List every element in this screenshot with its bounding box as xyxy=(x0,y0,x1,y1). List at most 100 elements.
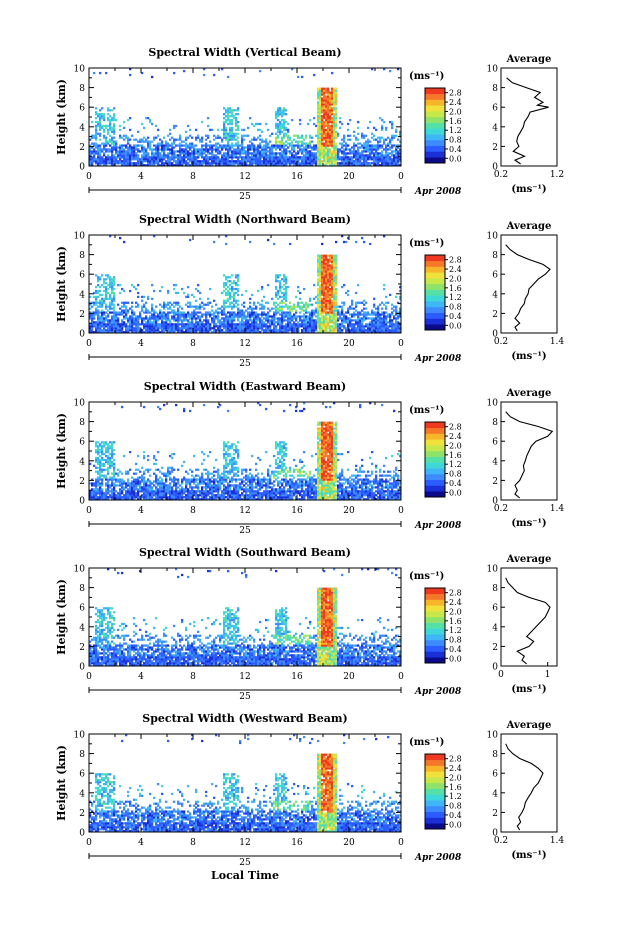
heatmap-cell xyxy=(227,299,230,302)
heatmap-cell xyxy=(113,315,116,318)
heatmap-cell xyxy=(279,148,282,151)
heatmap-cell xyxy=(331,150,334,153)
heatmap-cell xyxy=(371,136,374,139)
heatmap-cell xyxy=(99,474,102,477)
heatmap-cell xyxy=(329,327,332,330)
heatmap-cell xyxy=(91,305,94,308)
heatmap-cell xyxy=(281,115,284,118)
heatmap-cell xyxy=(165,313,168,316)
heatmap-cell xyxy=(237,325,240,328)
heatmap-cell xyxy=(285,160,288,163)
heatmap-cell xyxy=(391,150,394,153)
heatmap-cell xyxy=(259,317,262,320)
heatmap-cell xyxy=(285,140,288,143)
heatmap-cell xyxy=(383,303,386,306)
heatmap-cell xyxy=(281,319,284,322)
heatmap-cell xyxy=(251,160,254,163)
heatmap-cell xyxy=(97,301,100,304)
heatmap-cell xyxy=(149,144,152,147)
heatmap-cell xyxy=(325,282,328,285)
heatmap-cell xyxy=(337,134,340,137)
heatmap-cell xyxy=(319,329,322,332)
heatmap-cell xyxy=(335,260,338,263)
heatmap-cell xyxy=(237,329,240,332)
heatmap-cell xyxy=(389,319,392,322)
heatmap-cell xyxy=(397,331,400,334)
heatmap-cell xyxy=(187,136,190,139)
heatmap-cell xyxy=(383,156,386,159)
heatmap-cell xyxy=(305,162,308,165)
heatmap-cell xyxy=(333,256,336,259)
heatmap-cell xyxy=(125,301,128,304)
heatmap-cell xyxy=(145,309,148,312)
heatmap-cell xyxy=(229,293,232,297)
heatmap-cell xyxy=(377,154,380,157)
heatmap-cell xyxy=(287,128,290,132)
heatmap-cell xyxy=(113,303,116,306)
heatmap-cell xyxy=(223,130,226,133)
heatmap-cell xyxy=(243,156,246,159)
heatmap-cell xyxy=(253,313,256,316)
heatmap-cell xyxy=(161,327,164,330)
heatmap-cell xyxy=(175,327,178,330)
heatmap-cell xyxy=(179,134,182,137)
heatmap-cell xyxy=(189,148,192,151)
heatmap-cell xyxy=(333,289,336,293)
heatmap-cell xyxy=(241,146,244,149)
heatmap-cell xyxy=(339,142,342,145)
heatmap-cell xyxy=(333,95,336,98)
heatmap-cell xyxy=(377,144,380,147)
heatmap-cell xyxy=(103,136,106,139)
heatmap-cell xyxy=(323,301,326,304)
heatmap-cell xyxy=(223,117,226,120)
heatmap-cell xyxy=(355,329,358,332)
heatmap-cell xyxy=(287,136,290,139)
heatmap-cell xyxy=(353,160,356,163)
heatmap-cell xyxy=(133,144,136,147)
heatmap-cell xyxy=(103,164,106,167)
heatmap-cell xyxy=(399,132,402,135)
heatmap-cell xyxy=(257,158,260,161)
heatmap-cell xyxy=(327,109,330,112)
heatmap-cell xyxy=(255,317,258,320)
heatmap-cell xyxy=(203,331,206,334)
heatmap-cell xyxy=(221,156,224,159)
heatmap-cell xyxy=(305,152,308,155)
heatmap-cell xyxy=(163,164,166,167)
heatmap-cell xyxy=(109,278,112,281)
heatmap-cell xyxy=(331,258,334,261)
heatmap-cell xyxy=(105,156,108,159)
heatmap-cell xyxy=(317,91,320,94)
heatmap-cell xyxy=(279,107,282,110)
heatmap-cell xyxy=(191,142,194,145)
heatmap-cell xyxy=(321,115,324,118)
heatmap-cell xyxy=(283,313,286,316)
heatmap-cell xyxy=(103,130,106,133)
heatmap-cell xyxy=(225,299,228,302)
heatmap-cell xyxy=(137,291,140,295)
heatmap-cell xyxy=(361,313,364,316)
heatmap-cell xyxy=(365,329,368,332)
heatmap-cell xyxy=(185,323,188,326)
heatmap-cell xyxy=(267,146,270,149)
heatmap-cell xyxy=(99,451,102,454)
heatmap-cell xyxy=(117,323,120,326)
heatmap-cell xyxy=(379,117,382,120)
heatmap-cell xyxy=(321,150,324,153)
heatmap-cell xyxy=(331,91,334,94)
heatmap-cell xyxy=(227,323,230,326)
heatmap-cell xyxy=(181,158,184,161)
heatmap-cell xyxy=(271,154,274,157)
heatmap-cell xyxy=(327,117,330,120)
heatmap-cell xyxy=(109,128,112,132)
heatmap-cell xyxy=(101,315,104,318)
heatmap-cell xyxy=(321,301,324,304)
heatmap-cell xyxy=(321,329,324,332)
heatmap-cell xyxy=(323,99,326,102)
heatmap-cell xyxy=(329,272,332,275)
heatmap-cell xyxy=(345,158,348,161)
heatmap-cell xyxy=(319,122,322,126)
heatmap-cell xyxy=(333,113,336,116)
heatmap-cell xyxy=(331,142,334,145)
heatmap-cell xyxy=(323,264,326,267)
